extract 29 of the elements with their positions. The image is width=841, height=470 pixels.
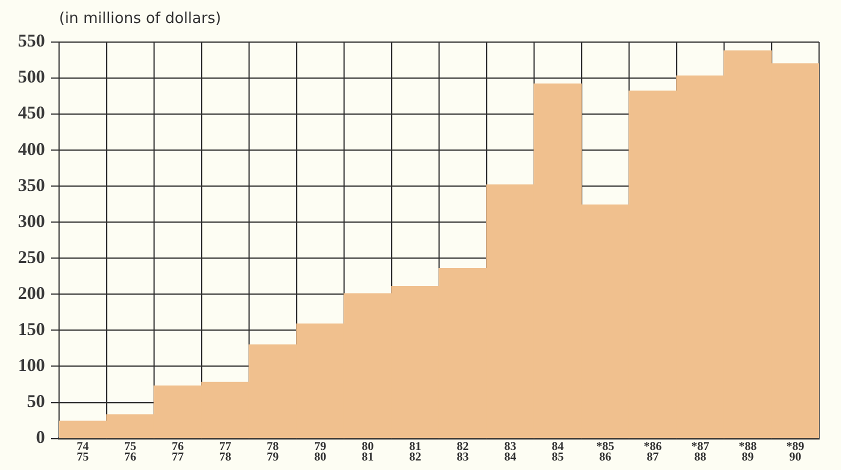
x-tick-label: *86 87 bbox=[644, 438, 662, 464]
x-tick-label: *88 89 bbox=[738, 438, 757, 464]
x-tick-label: *87 88 bbox=[691, 438, 710, 464]
x-tick-label: 76 77 bbox=[172, 438, 184, 464]
y-tick-label: 450 bbox=[18, 102, 45, 123]
x-tick-label: 84 85 bbox=[552, 438, 564, 464]
x-tick-label: 78 79 bbox=[266, 438, 279, 464]
x-tick-label: 77 78 bbox=[219, 438, 232, 464]
x-tick-label: *85 86 bbox=[596, 438, 614, 464]
y-tick-label: 150 bbox=[18, 318, 45, 339]
y-tick-label: 250 bbox=[18, 246, 45, 267]
y-tick-label: 500 bbox=[18, 66, 45, 87]
x-tick-label: 74 75 bbox=[76, 438, 89, 464]
y-tick-label: 350 bbox=[18, 174, 45, 195]
x-tick-label: 80 81 bbox=[362, 438, 374, 464]
x-tick-label: 75 76 bbox=[124, 438, 136, 464]
x-tick-label: 83 84 bbox=[504, 438, 516, 464]
chart-title: (in millions of dollars) bbox=[59, 8, 222, 27]
y-tick-label: 300 bbox=[18, 210, 45, 231]
y-tick-label: 0 bbox=[36, 427, 45, 448]
x-tick-label: 81 82 bbox=[409, 438, 422, 464]
y-tick-label: 550 bbox=[18, 30, 45, 51]
y-tick-label: 50 bbox=[27, 391, 45, 412]
x-tick-label: *89 90 bbox=[786, 438, 804, 464]
y-tick-label: 100 bbox=[18, 354, 45, 375]
x-tick-label: 79 80 bbox=[314, 438, 326, 464]
x-tick-label: 82 83 bbox=[456, 438, 469, 464]
y-tick-label: 400 bbox=[18, 138, 45, 159]
y-tick-label: 200 bbox=[18, 282, 45, 303]
